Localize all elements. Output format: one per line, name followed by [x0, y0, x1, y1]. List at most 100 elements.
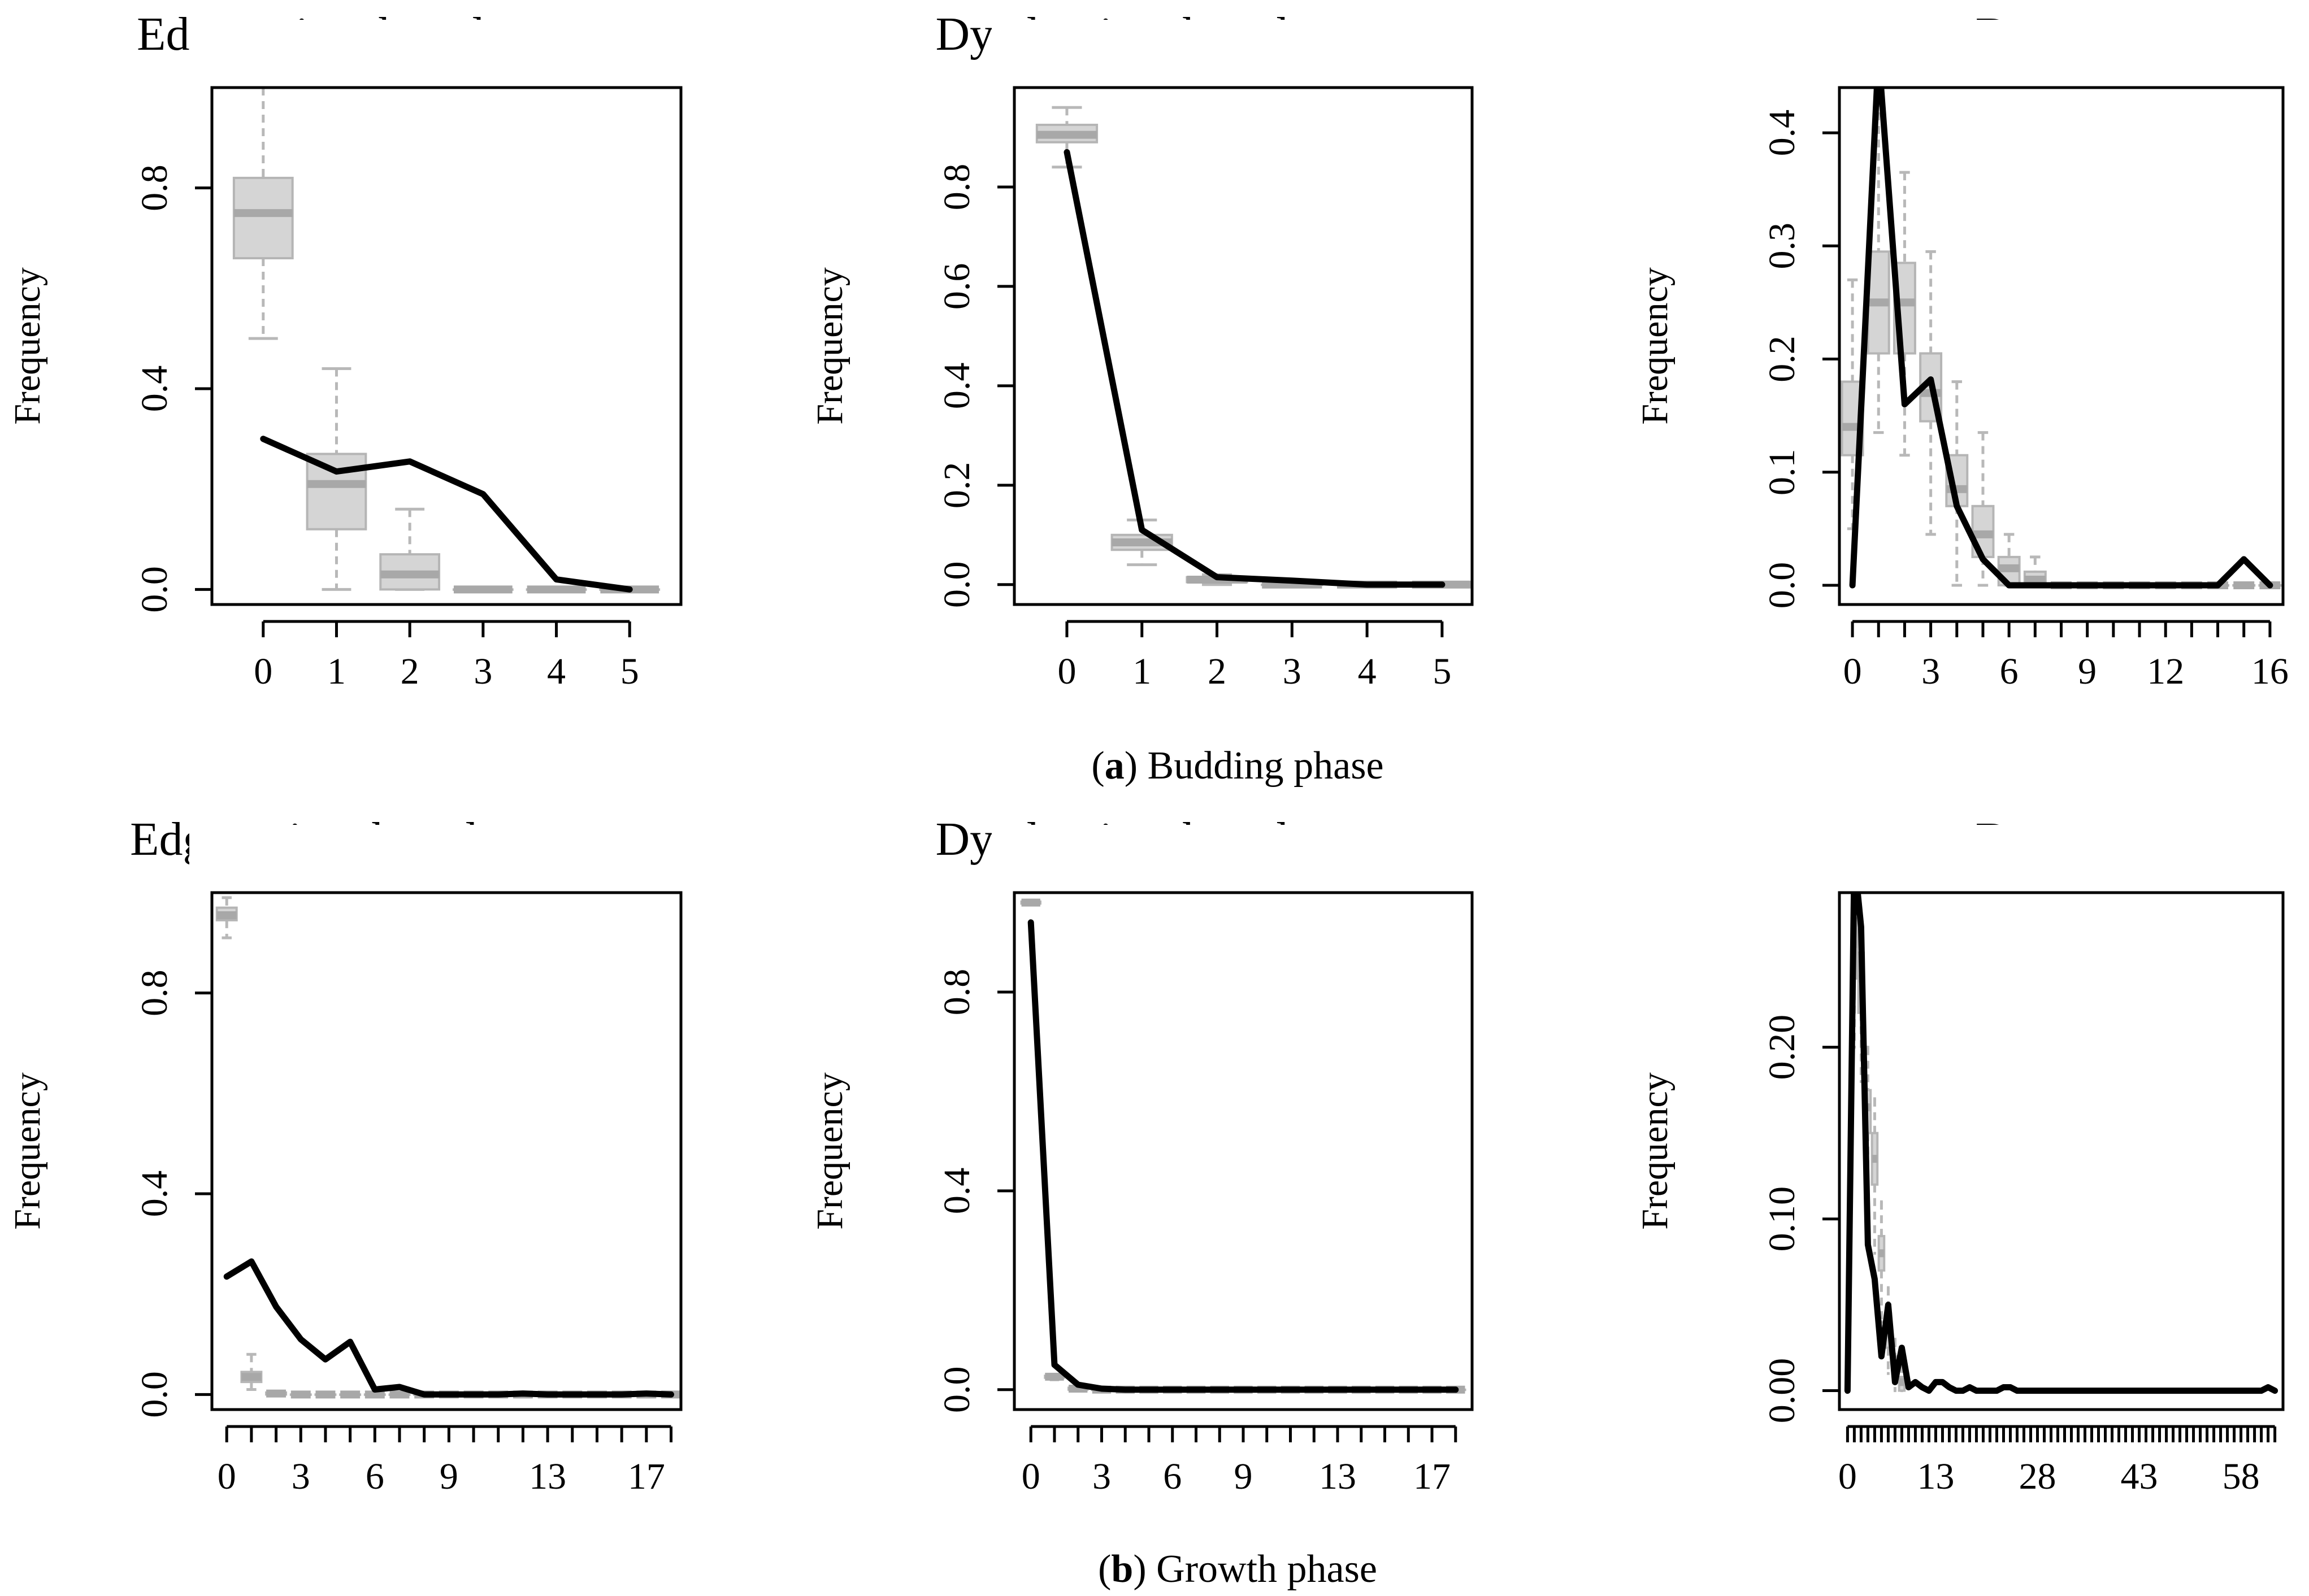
- clip-mask-top: [189, 825, 704, 893]
- y-tick-label: 0.0: [936, 1367, 978, 1414]
- observed-line: [1064, 149, 1446, 588]
- x-tick-label: 5: [1433, 651, 1451, 692]
- x-tick-label: 43: [2121, 1456, 2158, 1497]
- boxplot: [1877, 1200, 1886, 1324]
- observed-line: [1027, 919, 1459, 1393]
- x-tick-label: 13: [1319, 1456, 1356, 1497]
- y-tick-label: 0.8: [936, 164, 978, 211]
- clip-mask-top: [189, 20, 704, 88]
- y-tick-label: 0.0: [936, 562, 978, 608]
- y-axis-label: Frequency: [809, 267, 850, 425]
- x-tick-label: 2: [1208, 651, 1226, 692]
- x-tick-label: 1: [327, 651, 346, 692]
- y-tick-label: 0.1: [1761, 449, 1803, 495]
- y-tick-label: 0.4: [936, 363, 978, 410]
- x-tick-label: 5: [620, 651, 639, 692]
- y-tick-label: 0.2: [1761, 336, 1803, 382]
- x-tick-label: 13: [529, 1456, 566, 1497]
- boxplot: [452, 585, 514, 594]
- x-tick-label: 9: [2078, 651, 2097, 692]
- x-tick-label: 3: [474, 651, 492, 692]
- boxplot: [388, 1390, 411, 1399]
- x-tick-label: 58: [2223, 1456, 2260, 1497]
- observed-line: [223, 1258, 674, 1398]
- x-tick-label: 3: [1921, 651, 1940, 692]
- x-tick-label: 17: [628, 1456, 665, 1497]
- x-tick-label: 0: [1838, 1456, 1857, 1497]
- y-tick-label: 0.8: [134, 164, 175, 211]
- box-iqr: [232, 176, 294, 260]
- boxplot: [1867, 97, 1890, 434]
- y-tick-label: 0.20: [1761, 1015, 1803, 1080]
- x-tick-label: 4: [1358, 651, 1377, 692]
- boxplot: [2232, 581, 2256, 589]
- x-tick-label: 3: [292, 1456, 310, 1497]
- x-tick-label: 16: [2251, 651, 2289, 692]
- boxplot: [265, 1389, 288, 1398]
- y-tick-label: 0.6: [936, 263, 978, 310]
- panel-1: Dyad−wise shared partnersFrequency0.00.2…: [809, 8, 1495, 692]
- y-tick-label: 0.0: [1761, 562, 1803, 609]
- boxplot: [1020, 898, 1041, 907]
- y-tick-label: 0.8: [134, 969, 175, 1016]
- clip-mask-bottom: [189, 606, 704, 614]
- clip-mask-top: [1817, 825, 2306, 893]
- y-tick-label: 0.0: [134, 566, 175, 613]
- x-tick-label: 1: [1132, 651, 1151, 692]
- panel-4: Dyad−wise shared partnersFrequency0.00.4…: [809, 813, 1495, 1497]
- boxplot: [339, 1390, 362, 1399]
- y-axis-label: Frequency: [7, 1072, 48, 1230]
- x-tick-label: 28: [2019, 1456, 2056, 1497]
- clip-mask-bottom: [992, 606, 1495, 614]
- x-tick-label: 3: [1283, 651, 1301, 692]
- observed-line: [1849, 50, 2273, 589]
- boxplot: [314, 1390, 337, 1399]
- x-tick-label: 0: [218, 1456, 236, 1497]
- x-tick-label: 0: [1057, 651, 1076, 692]
- boxplot: [240, 1353, 263, 1391]
- boxplot: [363, 1390, 386, 1399]
- panels: Edge−wise shared partnersFrequency0.00.4…: [7, 8, 2306, 1497]
- boxplot: [232, 86, 294, 340]
- clip-mask-bottom: [189, 1411, 704, 1419]
- y-tick-label: 0.0: [134, 1371, 175, 1418]
- x-tick-label: 6: [1163, 1456, 1182, 1497]
- y-tick-label: 0.10: [1761, 1186, 1803, 1252]
- y-axis-label: Frequency: [7, 267, 48, 425]
- boxplot: [526, 585, 587, 594]
- y-tick-label: 0.00: [1761, 1358, 1803, 1424]
- boxplot: [379, 507, 441, 591]
- y-tick-label: 0.8: [936, 969, 978, 1016]
- panel-0: Edge−wise shared partnersFrequency0.00.4…: [7, 8, 704, 692]
- boxplot: [1044, 1372, 1065, 1381]
- boxplot: [306, 367, 367, 591]
- clip-mask-bottom: [1817, 1411, 2306, 1419]
- y-tick-label: 0.3: [1761, 223, 1803, 269]
- y-tick-label: 0.2: [936, 462, 978, 509]
- x-tick-label: 13: [1917, 1456, 1954, 1497]
- x-tick-label: 0: [254, 651, 272, 692]
- clip-mask-bottom: [992, 1411, 1495, 1419]
- x-tick-label: 2: [401, 651, 419, 692]
- caption-budding: (a) Budding phase: [1091, 744, 1383, 788]
- clip-mask-top: [992, 825, 1495, 893]
- y-axis-label: Frequency: [1634, 1072, 1676, 1230]
- x-tick-label: 3: [1092, 1456, 1111, 1497]
- boxplot: [215, 896, 238, 940]
- x-tick-label: 9: [440, 1456, 458, 1497]
- boxplot: [1870, 1097, 1879, 1255]
- observed-line: [260, 436, 633, 593]
- clip-mask-top: [992, 20, 1495, 88]
- x-tick-label: 6: [2000, 651, 2019, 692]
- y-tick-label: 0.4: [936, 1168, 978, 1215]
- y-axis-label: Frequency: [1634, 267, 1676, 425]
- x-tick-label: 0: [1843, 651, 1862, 692]
- observed-line: [1844, 855, 2278, 1394]
- boxplot: [1898, 1363, 1906, 1393]
- clip-mask-bottom: [1817, 606, 2306, 614]
- x-tick-label: 9: [1234, 1456, 1253, 1497]
